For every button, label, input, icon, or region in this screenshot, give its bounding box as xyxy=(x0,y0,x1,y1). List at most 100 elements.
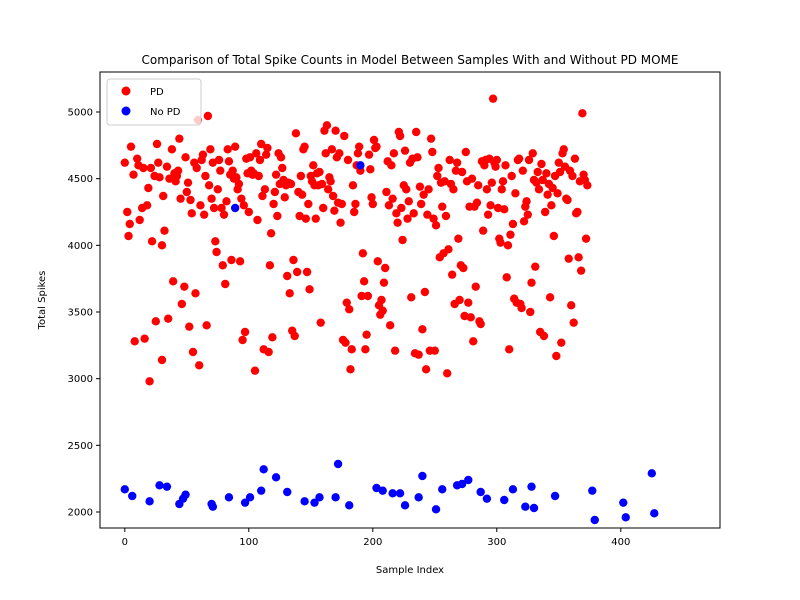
data-point-pd xyxy=(144,183,153,193)
data-point-no-pd xyxy=(521,502,530,511)
data-point-pd xyxy=(228,166,237,175)
data-point-pd xyxy=(508,219,518,229)
data-point-pd xyxy=(240,327,250,337)
data-point-pd xyxy=(157,241,167,250)
data-point-pd xyxy=(151,317,160,326)
data-point-pd xyxy=(214,155,224,165)
data-point-pd xyxy=(167,145,177,154)
data-point-pd xyxy=(357,291,366,301)
data-point-no-pd xyxy=(482,494,492,503)
data-point-pd xyxy=(547,201,556,210)
data-point-pd xyxy=(347,345,356,354)
data-point-no-pd xyxy=(283,487,292,497)
data-point-pd xyxy=(315,167,324,177)
data-point-pd xyxy=(527,278,536,287)
legend-label-pd: PD xyxy=(150,87,164,98)
x-tick-label: 0 xyxy=(122,537,128,548)
data-point-pd xyxy=(447,270,457,279)
data-point-pd xyxy=(400,146,410,155)
data-point-pd xyxy=(583,181,592,190)
data-point-pd xyxy=(168,277,178,286)
data-point-pd xyxy=(555,167,565,177)
x-tick-label: 400 xyxy=(611,537,630,548)
data-point-pd xyxy=(389,149,399,158)
data-point-pd xyxy=(522,197,531,206)
data-point-pd xyxy=(549,231,559,241)
data-point-pd xyxy=(395,131,405,141)
data-point-pd xyxy=(145,377,154,386)
data-point-no-pd xyxy=(345,501,354,510)
data-point-pd xyxy=(491,162,500,171)
data-point-pd xyxy=(538,175,547,185)
data-point-pd xyxy=(443,369,452,378)
data-point-pd xyxy=(418,325,427,334)
data-point-pd xyxy=(218,261,227,270)
data-point-pd xyxy=(147,237,157,246)
data-point-pd xyxy=(576,266,586,275)
data-point-pd xyxy=(420,287,430,297)
data-point-pd xyxy=(393,218,402,227)
data-point-pd xyxy=(280,193,289,202)
data-point-pd xyxy=(126,142,136,151)
data-point-pd xyxy=(302,267,312,277)
data-point-pd xyxy=(487,178,497,187)
data-point-pd xyxy=(186,195,195,205)
data-point-pd xyxy=(234,179,244,189)
data-point-pd xyxy=(266,229,276,238)
data-point-pd xyxy=(335,149,344,158)
data-point-pd xyxy=(539,331,549,341)
data-point-pd xyxy=(181,153,190,162)
data-point-no-pd xyxy=(230,203,240,213)
y-tick-label: 2000 xyxy=(68,508,93,519)
data-point-pd xyxy=(403,214,412,223)
data-point-pd xyxy=(341,338,350,347)
plot-frame xyxy=(99,71,721,529)
legend: PD No PD xyxy=(106,78,202,126)
data-point-pd xyxy=(285,289,294,298)
y-axis: 2000 2500 3000 3500 4000 4500 5000 xyxy=(68,108,100,519)
data-point-pd xyxy=(433,171,442,181)
data-point-no-pd xyxy=(621,513,630,522)
data-point-pd xyxy=(528,149,537,158)
data-point-no-pd xyxy=(271,473,281,482)
data-point-pd xyxy=(563,195,572,205)
data-point-pd xyxy=(578,109,587,118)
data-point-pd xyxy=(413,153,422,162)
data-point-pd xyxy=(323,185,333,194)
data-point-pd xyxy=(271,170,281,179)
data-point-pd xyxy=(385,321,395,330)
data-point-pd xyxy=(351,199,360,209)
data-point-pd xyxy=(221,279,230,289)
data-point-pd xyxy=(258,191,267,201)
data-point-pd xyxy=(289,255,298,265)
data-point-pd xyxy=(176,194,185,203)
data-point-no-pd xyxy=(333,459,343,469)
data-point-pd xyxy=(183,178,193,187)
data-point-no-pd xyxy=(527,482,536,491)
data-point-no-pd xyxy=(162,482,172,491)
data-point-no-pd xyxy=(300,497,309,506)
data-point-pd xyxy=(328,191,338,201)
data-point-pd xyxy=(505,345,514,354)
data-point-pd xyxy=(461,147,470,157)
data-point-pd xyxy=(397,203,406,213)
data-point-pd xyxy=(466,313,475,322)
data-point-pd xyxy=(482,185,492,194)
data-point-no-pd xyxy=(431,505,441,514)
legend-box xyxy=(106,78,202,126)
data-point-pd xyxy=(534,185,544,194)
data-point-pd xyxy=(330,206,339,215)
data-point-pd xyxy=(368,199,377,209)
data-point-pd xyxy=(378,306,387,315)
data-point-pd xyxy=(283,271,292,281)
data-point-pd xyxy=(552,351,561,361)
data-point-pd xyxy=(353,149,363,158)
data-point-pd xyxy=(140,334,149,343)
data-point-no-pd xyxy=(208,502,218,511)
data-point-pd xyxy=(441,211,451,221)
data-point-pd xyxy=(507,171,516,181)
data-point-pd xyxy=(239,201,249,210)
data-point-pd xyxy=(492,155,501,165)
x-axis-label: Sample Index xyxy=(376,565,444,576)
